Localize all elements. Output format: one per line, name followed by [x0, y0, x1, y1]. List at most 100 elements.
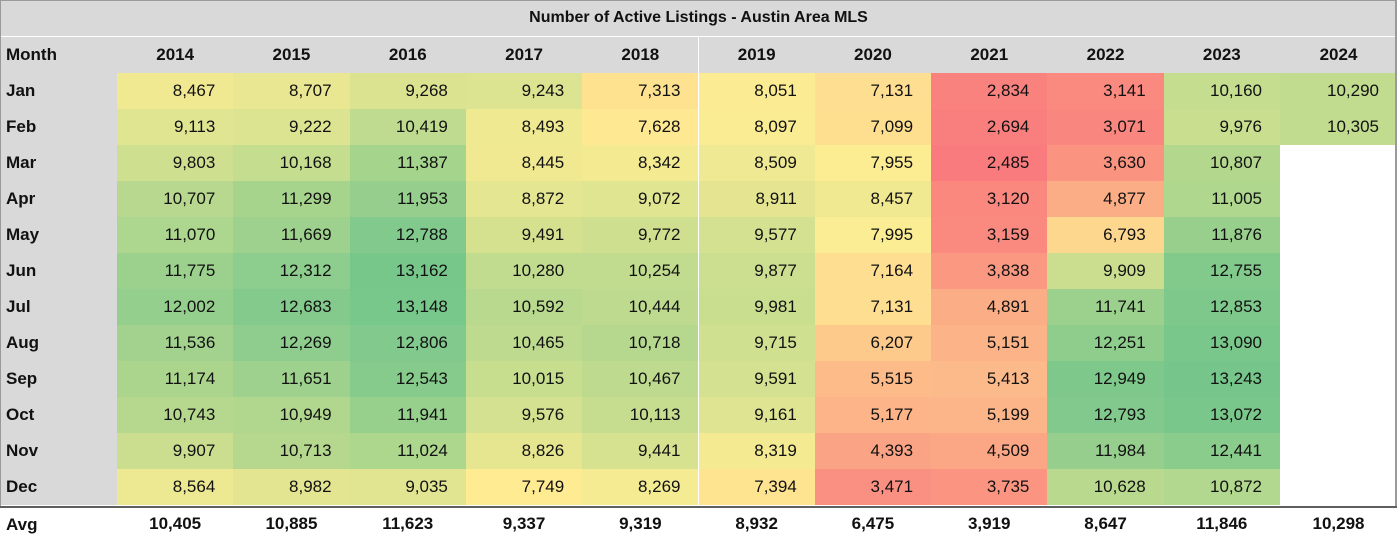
value-cell: 10,592	[465, 289, 583, 325]
value-cell: 10,168	[233, 145, 350, 181]
table-border-bottom	[0, 506, 1397, 508]
value-cell: 11,024	[349, 433, 466, 469]
column-header-year: 2019	[698, 37, 815, 73]
value-cell: 10,807	[1163, 145, 1280, 181]
column-header-year: 2018	[582, 37, 699, 73]
value-cell: 10,467	[582, 361, 699, 397]
average-value: 3,919	[931, 507, 1048, 535]
row-label-month: Mar	[0, 145, 117, 181]
value-cell: 7,394	[698, 469, 815, 505]
value-cell: 13,162	[349, 253, 466, 289]
value-cell: 11,741	[1047, 289, 1164, 325]
empty-cell	[1280, 253, 1397, 289]
value-cell: 7,131	[814, 289, 932, 325]
value-cell: 13,090	[1163, 325, 1280, 361]
value-cell: 8,493	[465, 109, 583, 145]
value-cell: 4,509	[931, 433, 1048, 469]
row-label-month: Sep	[0, 361, 117, 397]
value-cell: 5,177	[814, 397, 932, 433]
value-cell: 12,788	[349, 217, 466, 253]
empty-cell	[1280, 325, 1397, 361]
value-cell: 11,876	[1163, 217, 1280, 253]
value-cell: 9,441	[582, 433, 699, 469]
empty-cell	[1280, 217, 1397, 253]
value-cell: 9,772	[582, 217, 699, 253]
value-cell: 8,051	[698, 73, 815, 109]
value-cell: 11,299	[233, 181, 350, 217]
value-cell: 9,976	[1163, 109, 1280, 145]
row-label-month: Jul	[0, 289, 117, 325]
value-cell: 13,148	[349, 289, 466, 325]
empty-cell	[1280, 361, 1397, 397]
value-cell: 12,755	[1163, 253, 1280, 289]
value-cell: 9,803	[117, 145, 234, 181]
value-cell: 10,718	[582, 325, 699, 361]
value-cell: 8,911	[698, 181, 815, 217]
table-title: Number of Active Listings - Austin Area …	[0, 0, 1397, 36]
value-cell: 5,515	[814, 361, 932, 397]
column-header-year: 2020	[814, 37, 932, 73]
value-cell: 9,577	[698, 217, 815, 253]
value-cell: 4,891	[931, 289, 1048, 325]
value-cell: 9,877	[698, 253, 815, 289]
value-cell: 11,174	[117, 361, 234, 397]
value-cell: 8,445	[465, 145, 583, 181]
value-cell: 10,628	[1047, 469, 1164, 505]
column-header-year: 2015	[233, 37, 350, 73]
value-cell: 10,160	[1163, 73, 1280, 109]
value-cell: 12,683	[233, 289, 350, 325]
column-header-year: 2024	[1280, 37, 1397, 73]
value-cell: 12,251	[1047, 325, 1164, 361]
average-value: 6,475	[814, 507, 932, 535]
average-value: 10,405	[117, 507, 234, 535]
value-cell: 10,290	[1280, 73, 1397, 109]
value-cell: 11,536	[117, 325, 234, 361]
value-cell: 10,743	[117, 397, 234, 433]
value-cell: 11,387	[349, 145, 466, 181]
value-cell: 8,097	[698, 109, 815, 145]
value-cell: 12,949	[1047, 361, 1164, 397]
value-cell: 7,131	[814, 73, 932, 109]
row-label-month: Nov	[0, 433, 117, 469]
value-cell: 8,564	[117, 469, 234, 505]
column-header-year: 2016	[349, 37, 466, 73]
value-cell: 7,749	[465, 469, 583, 505]
value-cell: 9,715	[698, 325, 815, 361]
value-cell: 10,419	[349, 109, 466, 145]
value-cell: 7,099	[814, 109, 932, 145]
value-cell: 5,199	[931, 397, 1048, 433]
value-cell: 9,243	[465, 73, 583, 109]
value-cell: 8,826	[465, 433, 583, 469]
avg-row-label: Avg	[0, 507, 117, 535]
average-value: 9,319	[582, 507, 699, 535]
value-cell: 9,161	[698, 397, 815, 433]
value-cell: 7,628	[582, 109, 699, 145]
value-cell: 13,072	[1163, 397, 1280, 433]
value-cell: 9,909	[1047, 253, 1164, 289]
value-cell: 11,775	[117, 253, 234, 289]
value-cell: 8,269	[582, 469, 699, 505]
value-cell: 11,651	[233, 361, 350, 397]
value-cell: 4,393	[814, 433, 932, 469]
value-cell: 10,707	[117, 181, 234, 217]
value-cell: 10,305	[1280, 109, 1397, 145]
value-cell: 9,576	[465, 397, 583, 433]
value-cell: 12,441	[1163, 433, 1280, 469]
value-cell: 9,268	[349, 73, 466, 109]
table-border-right	[1395, 0, 1397, 507]
value-cell: 10,015	[465, 361, 583, 397]
value-cell: 12,793	[1047, 397, 1164, 433]
value-cell: 7,995	[814, 217, 932, 253]
value-cell: 8,342	[582, 145, 699, 181]
value-cell: 9,491	[465, 217, 583, 253]
value-cell: 8,982	[233, 469, 350, 505]
column-header-month: Month	[0, 37, 117, 73]
value-cell: 9,072	[582, 181, 699, 217]
column-header-year: 2021	[931, 37, 1048, 73]
value-cell: 10,713	[233, 433, 350, 469]
average-value: 8,932	[698, 507, 815, 535]
row-label-month: Jun	[0, 253, 117, 289]
value-cell: 12,806	[349, 325, 466, 361]
row-label-month: Aug	[0, 325, 117, 361]
